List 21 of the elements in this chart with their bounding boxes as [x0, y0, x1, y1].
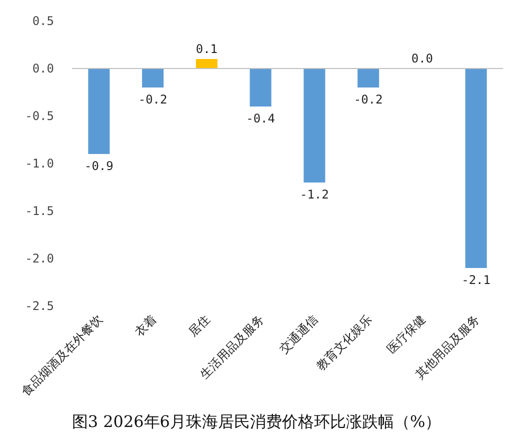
data-label: -0.2 — [138, 92, 168, 106]
y-tick-label: 0.5 — [32, 14, 54, 28]
x-tick-label: 医疗保健 — [384, 312, 428, 356]
data-label: -2.1 — [462, 273, 491, 287]
text: 图3 2026年6月珠海居民消费价格环比涨跌幅（%） — [72, 412, 442, 431]
y-tick-label: -2.5 — [25, 299, 54, 313]
y-tick-label: 0.0 — [32, 62, 54, 76]
data-label: -0.2 — [354, 92, 383, 106]
x-tick-label: 食品烟酒及在外餐饮 — [18, 312, 106, 398]
y-tick-label: -1.5 — [25, 204, 54, 218]
data-label: 0.1 — [196, 42, 218, 56]
x-tick-label: 衣着 — [132, 312, 159, 340]
data-label: 0.0 — [411, 52, 434, 66]
x-tick-label: 交通通信 — [276, 312, 321, 356]
data-label: -1.2 — [300, 188, 329, 202]
data-label: -0.4 — [246, 112, 276, 126]
x-tick-label: 居住 — [186, 312, 213, 340]
y-tick-label: -0.5 — [25, 109, 54, 123]
data-label: -0.9 — [84, 159, 114, 173]
y-tick-label: -1.0 — [25, 156, 54, 170]
y-tick-label: -2.0 — [25, 252, 54, 266]
